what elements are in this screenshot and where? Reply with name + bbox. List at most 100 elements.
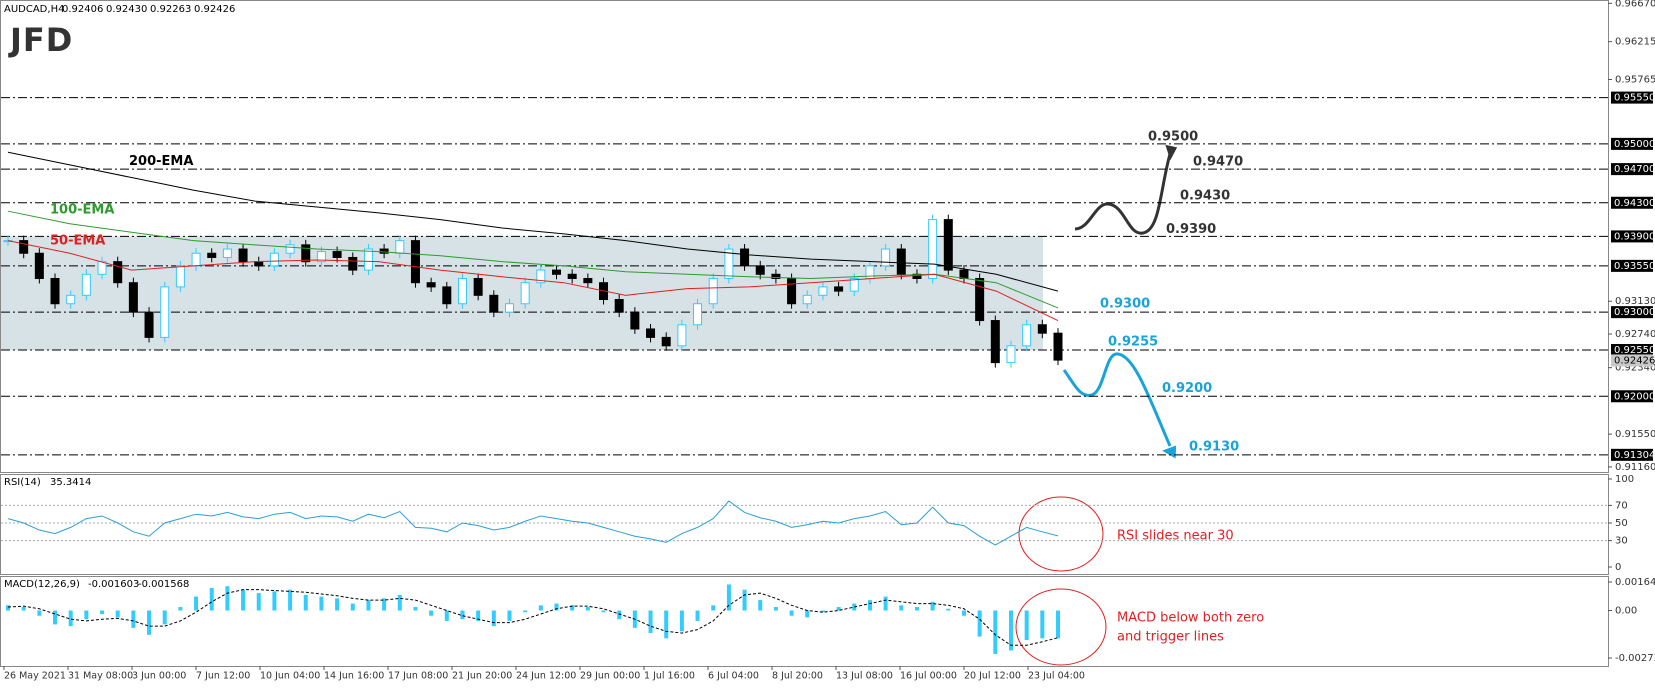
level-label-box [1611, 230, 1653, 243]
y-tick-label: 50 [1615, 518, 1628, 529]
macd-bar [162, 610, 167, 625]
candle [379, 248, 389, 254]
level-label-box [1611, 448, 1653, 461]
y-tick-label: 0.91550 [1615, 429, 1655, 440]
x-tick-label: 13 Jul 08:00 [836, 671, 893, 682]
candle [363, 248, 373, 271]
candle [222, 248, 232, 258]
candle [975, 277, 985, 322]
macd-bar [930, 601, 935, 611]
macd-bar [883, 596, 888, 611]
candle [128, 282, 138, 313]
x-tick-label: 26 May 2021 [4, 671, 66, 682]
bear-path [1062, 352, 1172, 447]
candle [990, 320, 1000, 364]
y-tick-label: 100 [1615, 474, 1634, 485]
macd-bar [523, 610, 528, 613]
ema-label: 100-EMA [50, 202, 114, 217]
bull-path [1074, 153, 1172, 235]
macd-bar [758, 600, 763, 611]
candle [552, 269, 562, 275]
x-tick-label: 21 Jun 20:00 [452, 671, 512, 682]
symbol: AUDCAD,H4 [4, 4, 64, 15]
macd-bar [789, 610, 794, 616]
candle [771, 273, 781, 279]
level-label-box [1611, 163, 1653, 176]
candle [113, 261, 123, 284]
macd-bar [350, 603, 355, 611]
target-label: 0.9200 [1162, 381, 1212, 396]
level-label-box [1611, 91, 1653, 104]
macd-bar [131, 610, 136, 628]
macd-bar [397, 594, 402, 611]
macd-bar [68, 610, 73, 627]
macd-bar [382, 598, 387, 611]
macd-annotation: and trigger lines [1117, 630, 1224, 645]
macd-bar [53, 610, 58, 625]
candle [81, 273, 91, 296]
level-label-box [1611, 344, 1653, 357]
candle [896, 248, 906, 275]
candle [849, 277, 859, 292]
macd-bar [773, 607, 778, 611]
ohlc-value: 0.92426 [194, 4, 235, 15]
candle [34, 252, 44, 279]
target-label: 0.9430 [1180, 188, 1230, 203]
y-tick-label: -0.002735 [1615, 653, 1655, 664]
macd-bar [695, 610, 700, 621]
candle [1037, 324, 1047, 334]
macd-bar [366, 600, 371, 611]
macd-bar [209, 587, 214, 611]
target-label: 0.9500 [1148, 129, 1198, 144]
ema-label: 50-EMA [50, 234, 105, 249]
y-tick-label: 0.93130 [1615, 296, 1655, 307]
macd-bar [507, 610, 512, 621]
macd-bar [429, 610, 434, 616]
macd-bar [444, 610, 449, 621]
candle [755, 265, 765, 275]
candle [881, 248, 891, 267]
macd-panel [0, 576, 1609, 667]
bear-arrowhead [1162, 445, 1177, 459]
rsi-panel [0, 474, 1609, 575]
candle [740, 248, 750, 267]
candle [160, 286, 170, 338]
macd-bar [679, 610, 684, 632]
macd-value: -0.001603 [88, 579, 139, 590]
level-label: 0.92000 [1614, 391, 1655, 402]
target-label: 0.9255 [1108, 335, 1158, 350]
level-label-box [1611, 196, 1653, 209]
level-label: 0.93900 [1614, 231, 1655, 242]
macd-highlight [1015, 588, 1107, 666]
logo: JFD [8, 21, 73, 59]
y-tick-label: 70 [1615, 500, 1628, 511]
level-label-box [1611, 306, 1653, 319]
candle [520, 282, 530, 305]
x-tick-label: 7 Jun 12:00 [196, 671, 250, 682]
candle [50, 277, 60, 305]
candle [175, 265, 185, 288]
candle [426, 282, 436, 288]
y-tick-label: 0.00 [1615, 606, 1637, 617]
y-tick-label: 0.92740 [1615, 329, 1655, 340]
candle [316, 251, 326, 263]
x-tick-label: 29 Jun 00:00 [580, 671, 640, 682]
candle [66, 294, 76, 305]
macd-bar [288, 589, 293, 611]
candle [614, 299, 624, 313]
candle [1006, 345, 1016, 364]
candle [1022, 324, 1032, 347]
candle [943, 219, 953, 271]
macd-bar [914, 607, 919, 611]
candle [489, 294, 499, 313]
candle [834, 286, 844, 292]
macd-bar [1040, 610, 1045, 639]
candle [238, 248, 248, 263]
target-label: 0.9390 [1166, 222, 1216, 237]
ohlc-value: 0.92263 [150, 4, 191, 15]
x-tick-label: 31 May 08:00 [68, 671, 133, 682]
candle [661, 336, 671, 347]
ema-line [7, 210, 1059, 309]
macd-bar [993, 610, 998, 654]
